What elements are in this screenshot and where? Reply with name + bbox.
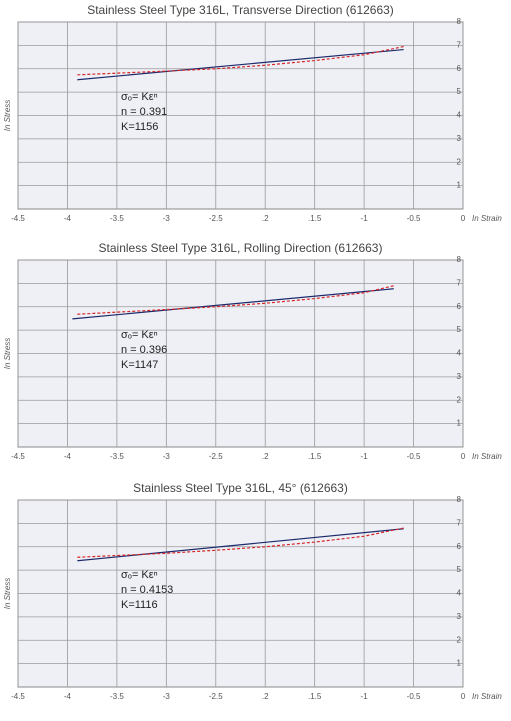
y-tick-label: 6 [457, 542, 462, 551]
x-tick-label: .1.5 [308, 692, 322, 701]
x-tick-label: -3 [163, 214, 171, 223]
x-tick-label: -0.5 [407, 452, 421, 461]
annotation: n = 0.391 [121, 106, 167, 118]
x-tick-label: .1.5 [308, 452, 322, 461]
y-tick-label: 3 [457, 372, 462, 381]
y-tick-label: 4 [457, 349, 462, 358]
annotation: σₒ= Kεⁿ [121, 91, 158, 103]
x-tick-label: -4.5 [11, 214, 25, 223]
y-tick-label: 8 [457, 495, 462, 504]
x-tick-label: -3.5 [110, 452, 124, 461]
x-tick-label: -2.5 [209, 692, 223, 701]
x-tick-label: -4 [64, 214, 72, 223]
x-tick-label: -4 [64, 452, 72, 461]
annotation: K=1116 [121, 599, 158, 611]
x-tick-label: -3 [163, 452, 171, 461]
annotation: n = 0.396 [121, 344, 167, 356]
y-tick-label: 1 [457, 181, 462, 190]
x-tick-label: -3.5 [110, 214, 124, 223]
y-tick-label: 5 [457, 87, 462, 96]
annotation: n = 0.4153 [121, 584, 173, 596]
x-tick-label: 0 [461, 214, 466, 223]
y-tick-label: 7 [457, 40, 462, 49]
annotation: σₒ= Kεⁿ [121, 569, 158, 581]
y-tick-label: 6 [457, 302, 462, 311]
y-axis-label: In Stress [3, 578, 12, 610]
y-tick-label: 8 [457, 17, 462, 26]
x-tick-label: -4 [64, 692, 72, 701]
chart-title: Stainless Steel Type 316L, Rolling Direc… [99, 241, 383, 255]
x-tick-label: .2 [262, 214, 269, 223]
x-tick-label: -3.5 [110, 692, 124, 701]
y-tick-label: 2 [457, 157, 462, 166]
y-tick-label: 3 [457, 612, 462, 621]
x-tick-label: -1 [361, 452, 369, 461]
series-line [77, 285, 394, 315]
annotation: K=1156 [121, 121, 158, 133]
y-tick-label: 1 [457, 419, 462, 428]
x-tick-label: -1 [361, 692, 369, 701]
y-axis-label: In Stress [3, 338, 12, 370]
x-tick-label: .1.5 [308, 214, 322, 223]
y-tick-label: 6 [457, 64, 462, 73]
y-tick-label: 5 [457, 565, 462, 574]
annotation: σₒ= Kεⁿ [121, 329, 158, 341]
y-tick-label: 4 [457, 111, 462, 120]
x-tick-label: -4.5 [11, 452, 25, 461]
y-axis-label: In Stress [3, 100, 12, 132]
y-tick-label: 7 [457, 518, 462, 527]
series-line [77, 528, 404, 562]
x-tick-label: 0 [461, 452, 466, 461]
x-tick-label: .2 [262, 452, 269, 461]
series-line [72, 288, 394, 320]
x-tick-label: -0.5 [407, 692, 421, 701]
chart-title: Stainless Steel Type 316L, Transverse Di… [87, 3, 394, 17]
x-tick-label: -3 [163, 692, 171, 701]
y-tick-label: 5 [457, 325, 462, 334]
x-tick-label: -4.5 [11, 692, 25, 701]
x-tick-label: -0.5 [407, 214, 421, 223]
annotation: K=1147 [121, 359, 158, 371]
y-tick-label: 2 [457, 635, 462, 644]
chart-title: Stainless Steel Type 316L, 45° (612663) [133, 481, 348, 495]
y-tick-label: 4 [457, 589, 462, 598]
x-tick-label: -2.5 [209, 452, 223, 461]
x-tick-label: -1 [361, 214, 369, 223]
y-tick-label: 7 [457, 278, 462, 287]
y-tick-label: 1 [457, 659, 462, 668]
series-line [77, 48, 404, 81]
x-tick-label: -2.5 [209, 214, 223, 223]
x-axis-label: In Strain [472, 214, 502, 223]
x-tick-label: .2 [262, 692, 269, 701]
x-tick-label: 0 [461, 692, 466, 701]
series-line [77, 45, 404, 76]
y-tick-label: 3 [457, 134, 462, 143]
y-tick-label: 8 [457, 255, 462, 264]
series-line [77, 527, 404, 558]
x-axis-label: In Strain [472, 692, 502, 701]
x-axis-label: In Strain [472, 452, 502, 461]
y-tick-label: 2 [457, 395, 462, 404]
